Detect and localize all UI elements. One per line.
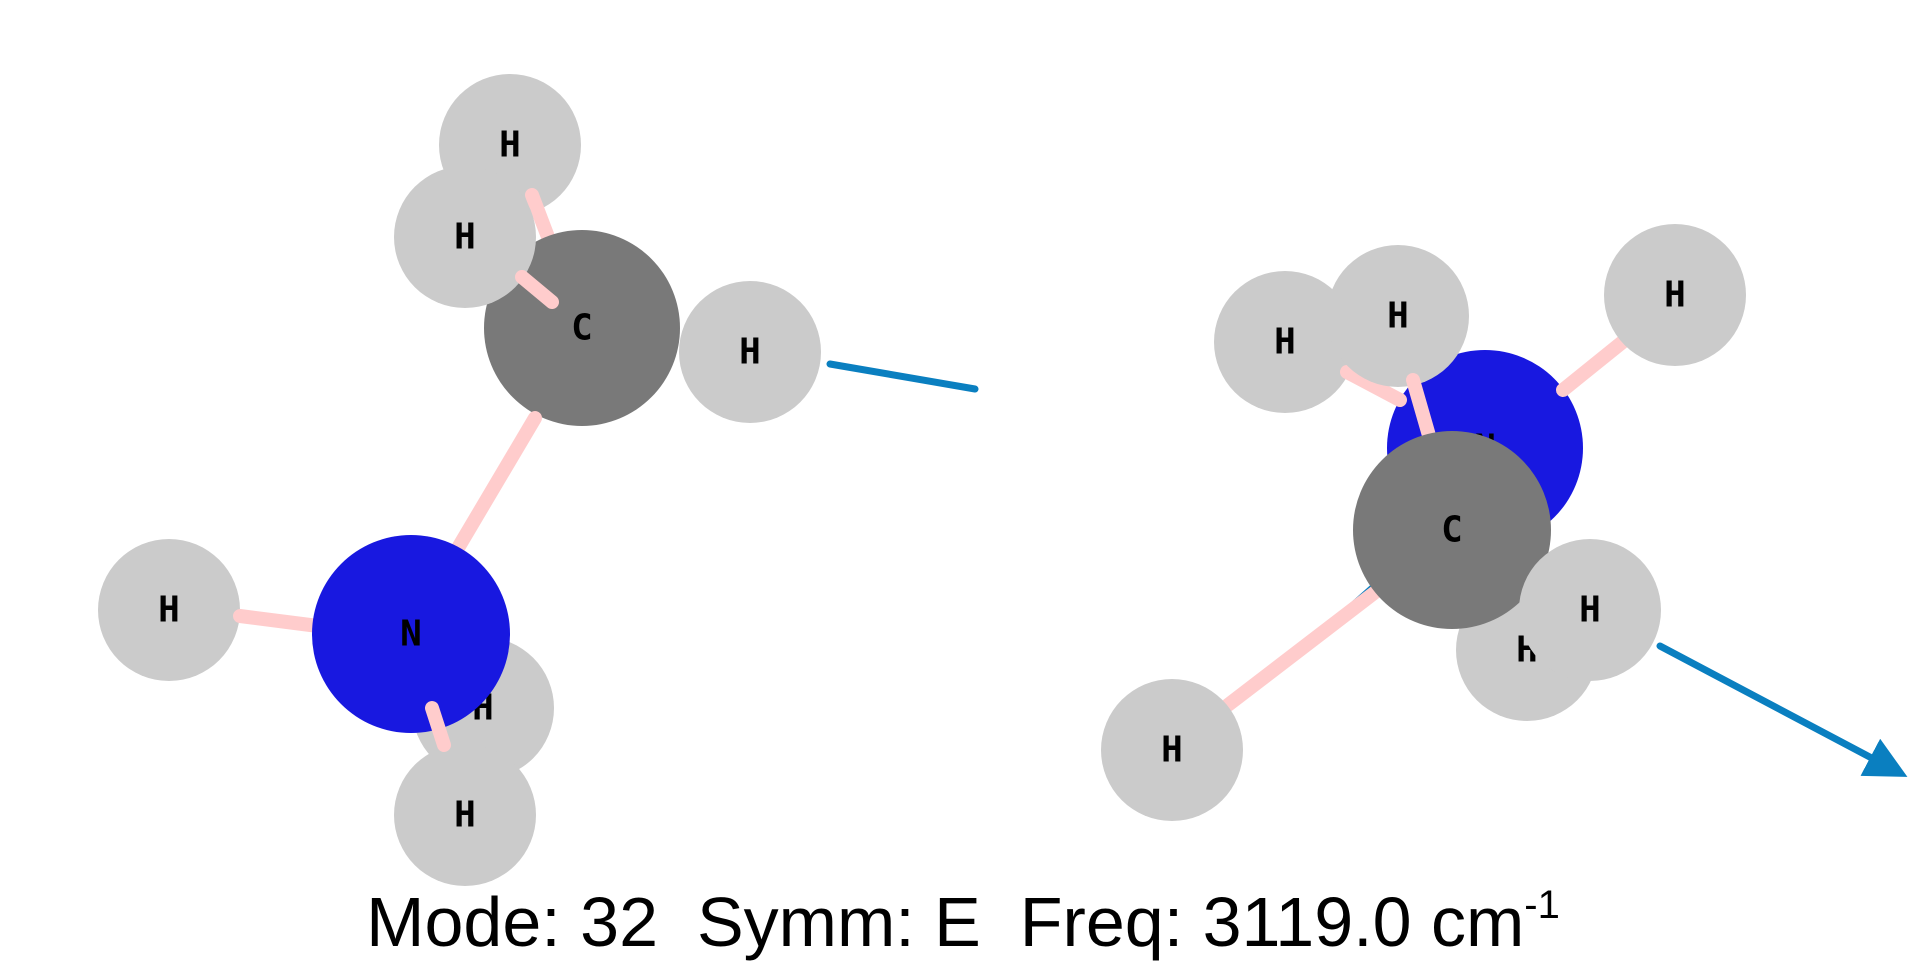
svg-text:H: H — [1664, 275, 1686, 316]
atom-hydrogen: H — [1327, 245, 1469, 387]
atom-hydrogen: H — [394, 166, 536, 308]
atom-hydrogen: H — [1101, 679, 1243, 821]
bond — [1556, 333, 1632, 397]
right-view: N H H H H C — [1101, 224, 1908, 821]
bond — [515, 270, 559, 309]
atom-hydrogen: H — [394, 744, 536, 886]
svg-text:H: H — [158, 590, 180, 631]
atom-nitrogen: N — [312, 535, 510, 733]
svg-text:H: H — [454, 217, 476, 258]
displacement-arrow — [1656, 642, 1908, 777]
atom-hydrogen: H — [1519, 539, 1661, 681]
atom-carbon: C — [1353, 431, 1551, 629]
atom-hydrogen: H — [98, 539, 240, 681]
svg-text:H: H — [499, 125, 521, 166]
bond — [233, 609, 325, 633]
freq-value: 3119.0 — [1202, 883, 1412, 961]
bond — [1340, 365, 1407, 407]
displacement-arrow — [826, 360, 979, 393]
svg-text:H: H — [1387, 296, 1409, 337]
bond — [525, 188, 555, 244]
atom-hydrogen: H — [679, 281, 821, 423]
left-view: H C H H H H — [98, 74, 979, 886]
svg-text:H: H — [739, 332, 761, 373]
freq-label: Freq: — [1019, 883, 1184, 961]
bond — [425, 701, 451, 752]
mode-caption: Mode: 32 Symm: E Freq: 3119.0 cm-1 — [0, 880, 1926, 964]
svg-text:H: H — [454, 795, 476, 836]
symm-value: E — [934, 883, 981, 961]
bond — [1221, 583, 1385, 712]
svg-text:H: H — [1274, 322, 1296, 363]
freq-unit: cm — [1430, 883, 1525, 961]
mode-label: Mode: — [366, 883, 561, 961]
freq-unit-exponent: -1 — [1524, 883, 1560, 927]
bond — [451, 411, 542, 555]
atom-hydrogen: H — [1214, 271, 1356, 413]
svg-text:H: H — [1579, 590, 1601, 631]
svg-text:C: C — [1441, 510, 1463, 551]
svg-text:H: H — [1161, 730, 1183, 771]
atom-hydrogen: H — [1604, 224, 1746, 366]
svg-text:C: C — [571, 308, 593, 349]
mode-value: 32 — [580, 883, 659, 961]
symm-label: Symm: — [696, 883, 915, 961]
svg-text:N: N — [400, 614, 422, 655]
